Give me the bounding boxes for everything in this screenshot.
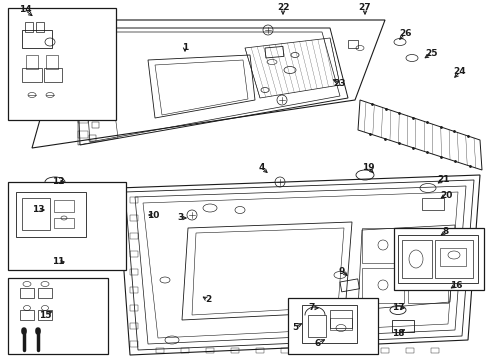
Text: 10: 10 [146,211,159,220]
Text: 24: 24 [453,68,466,77]
Bar [439,248,465,266]
Bar [26,55,38,69]
Bar [25,22,33,32]
Bar [16,192,86,237]
Bar [407,228,447,263]
Text: 6: 6 [314,338,321,347]
Text: 3: 3 [177,213,183,222]
Text: 19: 19 [361,163,373,172]
Bar [130,233,138,239]
Bar [397,235,477,283]
Bar [89,109,96,115]
Bar [8,278,108,354]
Text: 12: 12 [52,177,64,186]
Bar [230,348,239,353]
Bar [329,310,351,328]
Bar [20,310,34,320]
Text: 16: 16 [449,280,461,289]
Text: 20: 20 [439,190,451,199]
Bar [130,251,138,257]
Bar [22,198,50,230]
Bar [8,8,116,120]
Bar [78,131,88,138]
Bar [44,68,62,82]
Text: 23: 23 [333,78,346,87]
Text: 8: 8 [442,228,448,237]
Text: 2: 2 [204,296,211,305]
Text: 17: 17 [391,303,404,312]
Bar [8,182,126,270]
Text: 1: 1 [182,42,188,51]
Bar [405,348,413,353]
Bar [330,348,338,353]
Bar [430,348,438,353]
Bar [355,348,363,353]
Bar [46,55,58,69]
Text: 25: 25 [425,49,437,58]
Bar [38,310,52,320]
Bar [36,22,44,32]
Bar [361,228,403,263]
Text: 18: 18 [391,328,404,338]
Text: 27: 27 [358,4,370,13]
Bar [22,68,42,82]
Bar [78,56,88,63]
Text: 4: 4 [258,163,264,172]
Bar [78,71,88,78]
Text: 13: 13 [32,206,44,215]
Bar [339,279,359,292]
Bar [393,228,483,290]
Bar [181,348,189,353]
Text: 14: 14 [19,5,31,14]
Bar [54,200,74,212]
Bar [130,305,138,311]
Bar [256,348,264,353]
Bar [156,348,163,353]
Bar [329,318,351,330]
Bar [264,46,283,58]
Bar [50,260,66,270]
Bar [130,215,138,221]
Bar [302,305,356,343]
Bar [130,287,138,293]
Bar [92,122,99,128]
Text: 15: 15 [39,310,51,320]
Bar [421,198,443,210]
Bar [130,323,138,329]
Bar [205,348,214,353]
Bar [407,268,447,303]
Bar [130,269,138,275]
Bar [38,288,52,298]
Bar [52,256,58,261]
Bar [391,320,413,332]
Bar [347,40,357,48]
Bar [22,30,52,48]
Bar [54,218,74,228]
Text: 7: 7 [308,303,315,312]
Bar [78,86,88,93]
Bar [20,288,34,298]
Text: 26: 26 [398,30,410,39]
Text: 21: 21 [436,175,448,184]
Bar [59,256,65,261]
Bar [380,348,388,353]
Bar [89,97,96,103]
Text: 22: 22 [276,4,289,13]
Bar [89,135,96,141]
Text: 5: 5 [291,323,298,332]
Bar [361,268,403,303]
Bar [78,116,88,123]
Bar [305,348,313,353]
Bar [281,348,288,353]
Text: 11: 11 [52,257,64,266]
Bar [130,341,138,347]
Bar [78,101,88,108]
Bar [130,197,138,203]
Bar [401,240,431,278]
Text: 9: 9 [338,266,345,275]
Bar [434,240,472,278]
Bar [287,298,377,354]
Bar [78,41,88,48]
Bar [307,315,325,337]
